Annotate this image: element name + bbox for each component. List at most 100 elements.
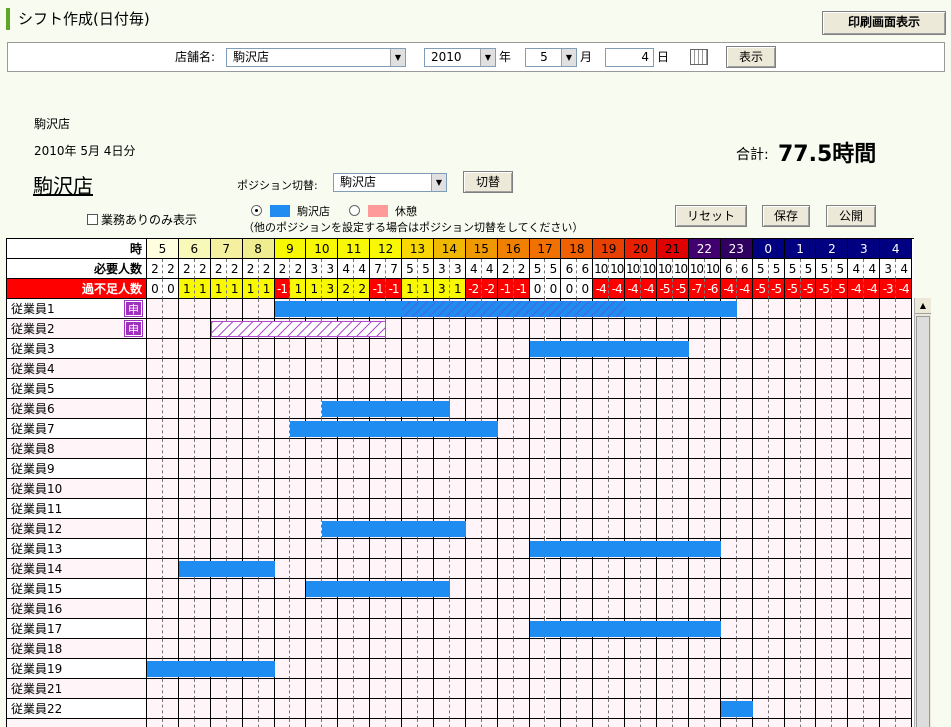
time-slot: [880, 439, 897, 459]
legend-break-label: 休憩: [395, 205, 417, 218]
time-slot: [832, 419, 849, 439]
time-slot: [194, 519, 211, 539]
switch-button[interactable]: 切替: [463, 171, 513, 193]
time-slot: [625, 579, 642, 599]
time-slot: [178, 699, 195, 719]
time-slot: [625, 459, 642, 479]
time-slot: [641, 579, 658, 599]
store-select[interactable]: 駒沢店 ▼: [226, 48, 406, 67]
shortage-count-cell: -1: [497, 279, 514, 299]
time-slot: [242, 399, 259, 419]
time-slot: [880, 619, 897, 639]
time-slot: [561, 519, 578, 539]
time-slot: [577, 319, 594, 339]
shift-bar: [306, 581, 450, 597]
scroll-up-arrow-icon[interactable]: ▲: [915, 298, 931, 314]
time-slot: [641, 359, 658, 379]
time-slot: [848, 539, 865, 559]
shortage-count-cell: -4: [848, 279, 865, 299]
time-slot: [657, 579, 674, 599]
time-slot: [848, 359, 865, 379]
required-count-cell: 2: [497, 259, 514, 279]
time-slot: [162, 519, 179, 539]
time-slot: [816, 539, 833, 559]
hour-cell: 18: [561, 239, 594, 259]
time-slot: [864, 319, 881, 339]
hour-cell: 21: [657, 239, 689, 259]
calendar-icon[interactable]: [690, 49, 708, 65]
scroll-thumb[interactable]: [916, 316, 930, 727]
time-slot: [593, 359, 610, 379]
shortage-count-cell: 0: [162, 279, 179, 299]
work-only-toggle[interactable]: 業務ありのみ表示: [87, 211, 197, 228]
time-slot: [625, 479, 642, 499]
checkbox[interactable]: [87, 214, 98, 225]
time-slot: [657, 559, 674, 579]
show-button[interactable]: 表示: [726, 46, 776, 68]
time-slot: [800, 359, 817, 379]
employee-name-cell: 従業員21: [7, 679, 147, 699]
time-slot: [673, 599, 689, 619]
time-slot: [784, 499, 801, 519]
time-slot: [800, 659, 817, 679]
employee-name-cell: 従業員19: [7, 659, 147, 679]
hour-cell: 12: [370, 239, 403, 259]
time-slot: [593, 519, 610, 539]
save-button[interactable]: 保存: [762, 205, 810, 227]
time-slot: [736, 359, 753, 379]
year-select[interactable]: 2010 ▼: [424, 48, 496, 67]
time-slot: [274, 359, 291, 379]
time-slot: [226, 439, 243, 459]
time-slot: [593, 659, 610, 679]
time-slot: [657, 599, 674, 619]
time-slot: [338, 619, 355, 639]
time-slot: [370, 439, 387, 459]
time-slot: [147, 579, 163, 599]
time-slot: [609, 399, 626, 419]
shortage-count-cell: 3: [322, 279, 339, 299]
time-slot: [864, 439, 881, 459]
time-slot: [402, 559, 418, 579]
time-slot: [226, 479, 243, 499]
time-slot: [816, 619, 833, 639]
vertical-scrollbar[interactable]: ▲: [914, 298, 931, 727]
time-slot: [513, 659, 530, 679]
required-count-cell: 5: [545, 259, 562, 279]
time-slot: [625, 319, 642, 339]
time-slot: [545, 639, 562, 659]
time-slot: [465, 679, 482, 699]
print-view-button[interactable]: 印刷画面表示: [822, 11, 946, 35]
time-slot: [641, 419, 658, 439]
time-slot: [848, 699, 865, 719]
time-slot: [577, 459, 594, 479]
time-slot: [720, 559, 737, 579]
month-select[interactable]: 5 ▼: [525, 48, 577, 67]
time-slot: [322, 379, 339, 399]
time-slot: [513, 639, 530, 659]
time-slot: [497, 359, 514, 379]
time-slot: [147, 679, 163, 699]
time-slot: [768, 539, 785, 559]
time-slot: [816, 319, 833, 339]
time-slot: [354, 439, 371, 459]
time-slot: [290, 659, 307, 679]
time-slot: [338, 479, 355, 499]
required-count-cell: 3: [322, 259, 339, 279]
employee-name-cell: 従業員2: [7, 319, 147, 339]
time-slot: [704, 459, 721, 479]
time-slot: [338, 359, 355, 379]
publish-button[interactable]: 公開: [826, 205, 876, 227]
time-slot: [720, 319, 737, 339]
reset-button[interactable]: リセット: [675, 205, 747, 227]
legend-radio-break[interactable]: [349, 205, 360, 216]
time-slot: [449, 499, 466, 519]
day-input[interactable]: 4: [605, 48, 654, 67]
time-slot: [147, 539, 163, 559]
time-slot: [402, 539, 418, 559]
legend-radio-store[interactable]: [251, 205, 262, 216]
time-slot: [720, 519, 737, 539]
time-slot: [529, 439, 546, 459]
position-select[interactable]: 駒沢店 ▼: [333, 173, 447, 192]
shortage-count-cell: -2: [465, 279, 482, 299]
time-slot: [370, 619, 387, 639]
